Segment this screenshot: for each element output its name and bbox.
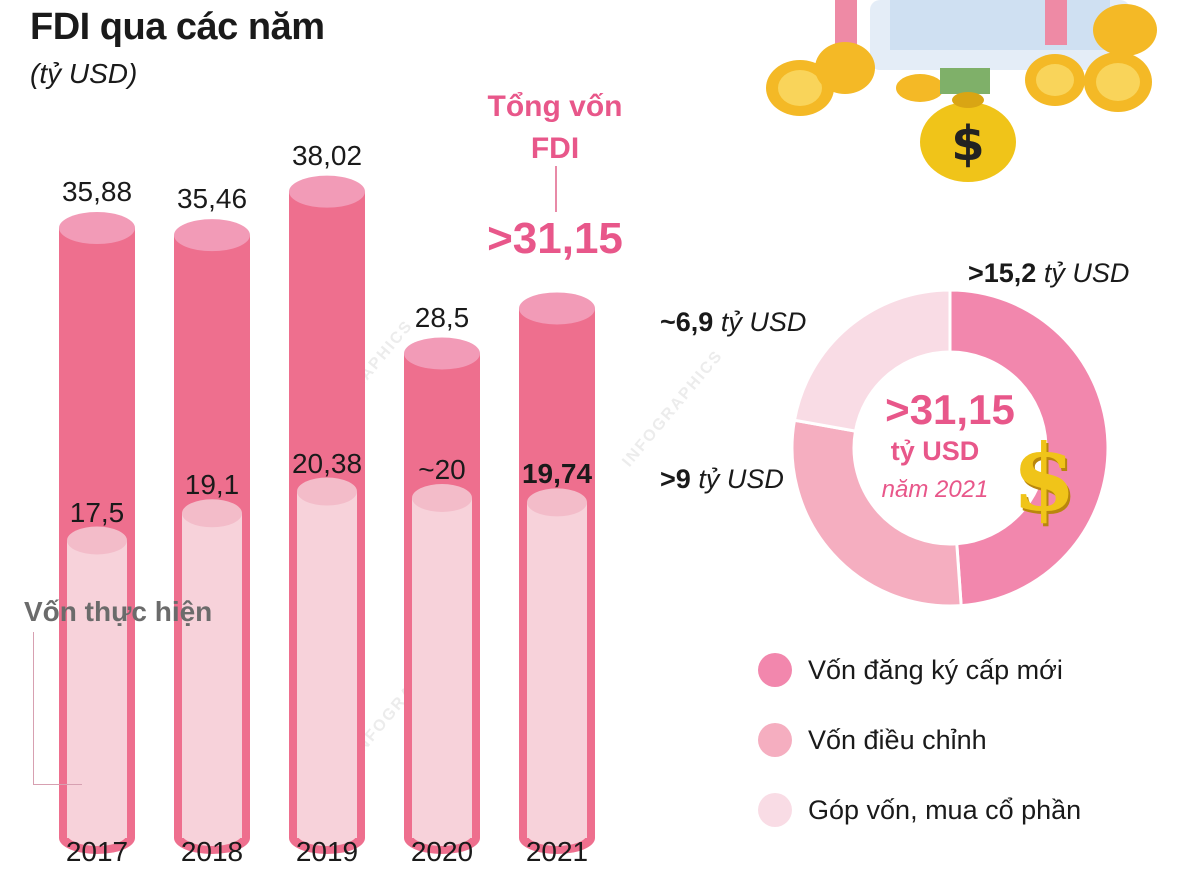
fdi-bar-chart: [59, 175, 595, 854]
slice-unit-contrib: tỷ USD: [720, 307, 807, 337]
legend-label-new: Vốn đăng ký cấp mới: [808, 654, 1063, 685]
bar-total-top-2019: [289, 175, 365, 208]
legend-item-new: Vốn đăng ký cấp mới: [758, 650, 1063, 690]
coin-stack-icon: [766, 4, 1157, 116]
bar-total-top-2021: [519, 292, 595, 325]
slice-label-contrib: ~6,9 tỷ USD: [660, 307, 806, 338]
slice-value-new: >15,2: [968, 258, 1037, 288]
bar-total-top-2018: [174, 219, 250, 252]
legend-swatch-new: [758, 653, 792, 687]
total-value-label-2018: 35,46: [176, 183, 248, 215]
bar-realized-2021: [527, 502, 587, 838]
donut-slice-2: [792, 288, 952, 433]
slice-unit-adjust: tỷ USD: [698, 464, 784, 494]
donut-center-value: >31,15: [885, 386, 1015, 433]
bar-realized-top-2018: [182, 499, 242, 528]
chart-subtitle: (tỷ USD): [30, 58, 138, 89]
slice-value-contrib: ~6,9: [660, 307, 714, 337]
donut-slice-0: [948, 288, 1110, 608]
money-illustration: $: [766, 0, 1157, 182]
year-label-2021: 2021: [525, 836, 589, 867]
bar-realized-2019: [297, 491, 357, 838]
realized-value-label-2021: 19,74: [521, 458, 593, 490]
bar-realized-top-2017: [67, 526, 127, 555]
bar-realized-2018: [182, 513, 242, 838]
realized-value-label-2017: 17,5: [69, 496, 125, 528]
slice-label-adjust: >9 tỷ USD: [660, 464, 784, 495]
total-value-label-2019: 38,02: [291, 139, 363, 171]
legend-item-adjust: Vốn điều chỉnh: [758, 720, 987, 760]
bar-total-top-2020: [404, 337, 480, 370]
chart-title: FDI qua các năm: [30, 6, 325, 48]
realized-value-label-2020: ~20: [418, 454, 466, 485]
legend-swatch-contrib: [758, 793, 792, 827]
donut-slice-1: [790, 418, 963, 608]
legend-label-contrib: Góp vốn, mua cổ phần: [808, 794, 1082, 825]
year-label-2020: 2020: [410, 836, 474, 867]
legend-label-adjust: Vốn điều chỉnh: [808, 724, 987, 755]
slice-label-new: >15,2 tỷ USD: [968, 258, 1129, 289]
total-fdi-callout-title: Tổng vốn FDI: [487, 90, 623, 165]
total-fdi-callout-line: [555, 166, 557, 212]
donut-center-note: năm 2021: [881, 476, 989, 503]
realized-value-label-2018: 19,1: [184, 469, 240, 501]
realized-capital-pointer: [33, 632, 82, 785]
realized-capital-label: Vốn thực hiện: [24, 596, 213, 627]
slice-unit-new: tỷ USD: [1043, 258, 1130, 288]
legend-swatch-adjust: [758, 723, 792, 757]
svg-text:$: $: [951, 116, 984, 172]
money-bag-icon: $: [920, 68, 1016, 182]
total-fdi-callout-value: >31,15: [487, 214, 623, 263]
bar-total-top-2017: [59, 212, 135, 245]
legend-item-contrib: Góp vốn, mua cổ phần: [758, 790, 1081, 830]
fdi-2021-donut-chart: [790, 288, 1110, 608]
donut-center-unit: tỷ USD: [890, 436, 980, 466]
bar-realized-top-2020: [412, 484, 472, 512]
year-label-2019: 2019: [295, 836, 359, 867]
bar-realized-top-2019: [297, 477, 357, 506]
year-label-2017: 2017: [65, 836, 129, 867]
bar-realized-2020: [412, 498, 472, 838]
slice-value-adjust: >9: [660, 464, 691, 494]
realized-value-label-2019: 20,38: [291, 447, 363, 479]
total-value-label-2020: 28,5: [414, 301, 470, 333]
bar-realized-top-2021: [527, 488, 587, 517]
year-label-2018: 2018: [180, 836, 244, 867]
dollar-sign-icon: $: [1012, 424, 1077, 532]
bar-realized-2017: [67, 540, 127, 838]
total-value-label-2017: 35,88: [61, 176, 133, 208]
